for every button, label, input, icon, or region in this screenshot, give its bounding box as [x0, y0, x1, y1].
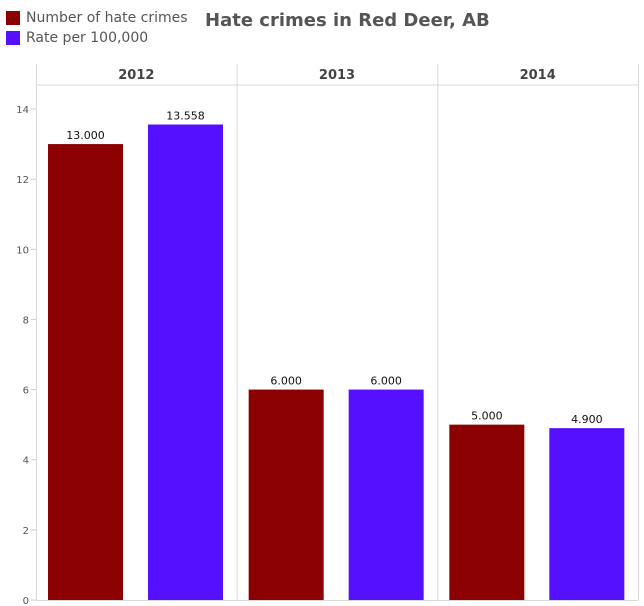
- bar: [449, 424, 525, 600]
- data-label: 6.000: [270, 375, 302, 388]
- y-tick-label: 0: [23, 596, 29, 606]
- y-tick-label: 10: [16, 245, 29, 256]
- y-tick-label: 8: [23, 315, 29, 326]
- legend-item-rate-per-100000[interactable]: Rate per 100,000: [6, 28, 188, 48]
- data-label: 13.558: [166, 110, 205, 123]
- legend: Number of hate crimes Rate per 100,000: [6, 8, 188, 48]
- y-tick-label: 4: [23, 456, 29, 467]
- legend-swatch-number: [6, 11, 20, 25]
- bar: [148, 124, 223, 600]
- data-label: 6.000: [370, 375, 402, 388]
- bar: [48, 144, 123, 601]
- bar: [549, 428, 625, 600]
- legend-label-rate: Rate per 100,000: [26, 30, 149, 46]
- y-tick-label: 6: [23, 386, 29, 397]
- bar: [248, 389, 324, 600]
- chart-title: Hate crimes in Red Deer, AB: [205, 10, 490, 31]
- legend-swatch-rate: [6, 31, 20, 45]
- y-tick-label: 12: [16, 175, 29, 186]
- panel-header-label: 2012: [118, 68, 154, 83]
- legend-item-number-of-hate-crimes[interactable]: Number of hate crimes: [6, 8, 188, 28]
- legend-label-number: Number of hate crimes: [26, 10, 188, 26]
- bar: [348, 389, 424, 600]
- y-tick-label: 2: [23, 526, 29, 537]
- data-label: 4.900: [571, 413, 603, 426]
- data-label: 5.000: [471, 410, 503, 423]
- panel-header-label: 2014: [520, 68, 556, 83]
- y-tick-label: 14: [16, 105, 29, 116]
- data-label: 13.000: [66, 129, 105, 142]
- panel-header-label: 2013: [319, 68, 355, 83]
